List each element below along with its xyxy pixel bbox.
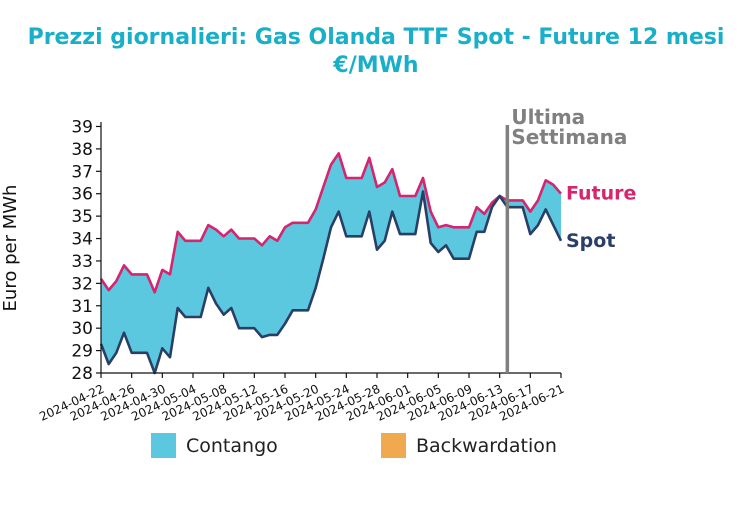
series-line-future: [99, 152, 562, 294]
y-tick-label: 34: [71, 230, 93, 250]
legend-swatch-contango: [151, 433, 176, 458]
y-tick-label: 30: [71, 319, 93, 339]
chart-title: Prezzi giornalieri: Gas Olanda TTF Spot …: [27, 25, 725, 50]
legend-item-backwardation: Backwardation: [381, 433, 557, 458]
y-tick-label: 33: [71, 252, 93, 272]
spread-fill-layer: [101, 153, 561, 373]
legend-label-contango: Contango: [186, 434, 278, 457]
contango-area: [101, 153, 561, 373]
last-week-marker-label: Settimana: [511, 125, 627, 149]
y-tick-label: 35: [71, 207, 93, 227]
legend-label-backwardation: Backwardation: [416, 434, 557, 457]
series-line-spot: [99, 190, 563, 375]
y-tick-label: 29: [71, 342, 93, 362]
series-label-future: Future: [566, 183, 636, 205]
chart-subtitle: €/MWh: [333, 53, 419, 78]
legend-swatch-backwardation: [381, 433, 406, 458]
y-tick-label: 38: [71, 140, 93, 160]
series-line-layer: Future Spot: [99, 152, 636, 375]
series-label-spot: Spot: [566, 230, 615, 252]
y-tick-label: 32: [71, 274, 93, 294]
y-tick-label: 31: [71, 297, 93, 317]
legend-item-contango: Contango: [151, 433, 278, 458]
y-tick-label: 37: [71, 162, 93, 182]
last-week-marker-label: Ultima: [511, 105, 585, 129]
y-tick-label: 39: [71, 117, 93, 137]
y-tick-label: 28: [71, 364, 93, 384]
y-axis-label: Euro per MWh: [0, 185, 21, 312]
y-tick-label: 36: [71, 185, 93, 205]
